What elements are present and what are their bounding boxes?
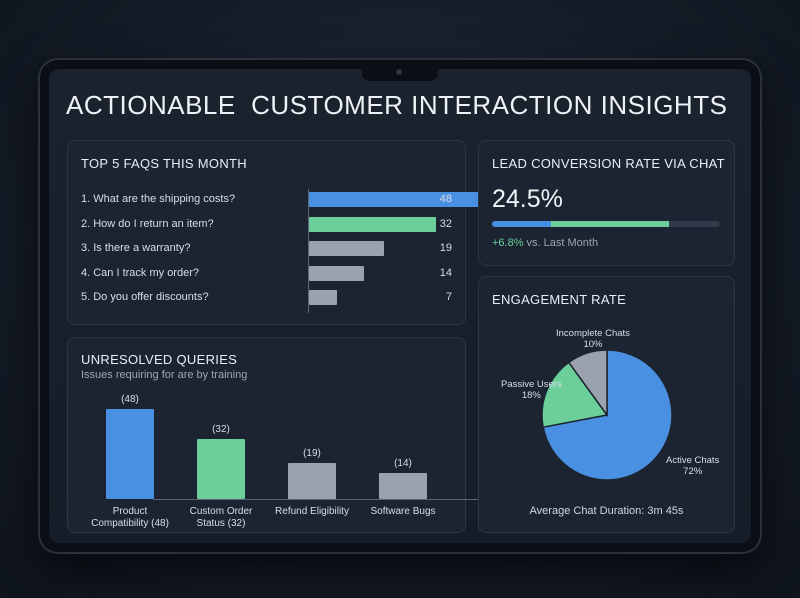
unresolved-bar	[197, 439, 245, 499]
faq-bar	[309, 241, 385, 256]
faq-card: TOP 5 FAQS THIS MONTH 1. What are the sh…	[67, 140, 499, 325]
pie-slice-percent: 72%	[683, 466, 703, 477]
pie-slice-name: Passive Users	[501, 379, 562, 390]
faq-item-label: 3. Is there a warranty?	[81, 242, 191, 254]
lead-progress-track	[492, 221, 720, 227]
unresolved-bar	[379, 472, 427, 499]
camera-icon	[396, 69, 402, 75]
lead-card-title: LEAD CONVERSION RATE VIA CHAT	[492, 156, 725, 171]
unresolved-bar-value: (19)	[303, 448, 321, 460]
engagement-card-title: ENGAGEMENT RATE	[492, 292, 627, 307]
unresolved-bar	[288, 463, 336, 499]
unresolved-bar-value: (32)	[212, 424, 230, 435]
lead-change-value: +6.8%	[492, 237, 524, 249]
faq-item-value: 7	[445, 291, 452, 303]
lead-conversion-card: LEAD CONVERSION RATE VIA CHAT 24.5% +6.8…	[478, 140, 735, 266]
faq-item-label: 5. Do you offer discounts?	[81, 291, 209, 303]
pie-slice-name: Incomplete Chats	[556, 328, 630, 339]
lead-change-text: +6.8% vs. Last Month	[492, 237, 598, 249]
pie-slice	[541, 361, 609, 429]
faq-item-value: 19	[439, 242, 452, 254]
faq-item-value: 32	[439, 217, 452, 230]
unresolved-queries-card: UNRESOLVED QUERIES Issues requiring for …	[67, 337, 517, 533]
lead-change-suffix: vs. Last Month	[523, 237, 599, 249]
faq-bar	[309, 265, 365, 281]
engagement-rate-card: ENGAGEMENT RATE Active Chats 72% Passive U…	[478, 276, 735, 533]
page-title: ACTIONABLE CUSTOMER INTERACTION INSIGHTS	[66, 90, 728, 120]
unresolved-baseline	[153, 499, 517, 500]
faq-card-title: TOP 5 FAQS THIS MONTH	[81, 156, 247, 171]
engagement-pie-chart	[541, 349, 673, 481]
unresolved-category-label: Refund Eligibility	[275, 506, 349, 517]
pie-slice	[567, 349, 608, 418]
pie-slice-label: Incomplete Chats 10%	[556, 328, 630, 350]
pie-slice-label: Active Chats 72%	[666, 455, 719, 477]
unresolved-category-label: Software Bugs	[370, 506, 436, 517]
faq-axis-line	[308, 189, 309, 313]
faq-item-label: 2. How do I return an item?	[81, 217, 214, 230]
unresolved-card-title: UNRESOLVED QUERIES	[81, 352, 238, 367]
unresolved-category-label: Custom Order Status (32)	[189, 506, 253, 529]
unresolved-bar-value: (14)	[394, 457, 412, 469]
pie-slice-name: Active Chats	[666, 455, 720, 466]
unresolved-bar-value: (48)	[121, 394, 139, 405]
lead-progress-fill-blue	[492, 221, 552, 227]
lead-progress-fill-green	[551, 221, 669, 227]
faq-bar	[309, 290, 337, 305]
avg-chat-duration: Average Chat Duration: 3m 45s	[529, 505, 684, 517]
unresolved-card-subtitle: Issues requiring for are by training	[81, 369, 248, 381]
pie-slice-label: Passive Users 18%	[501, 379, 562, 401]
unresolved-bar	[106, 409, 154, 499]
faq-item-value: 14	[439, 266, 452, 279]
faq-item-label: 1. What are the shipping costs?	[81, 193, 236, 205]
faq-bar	[309, 192, 499, 207]
faq-item-value: 48	[439, 193, 452, 205]
lead-conversion-value: 24.5%	[492, 185, 563, 213]
pie-slice-percent: 10%	[583, 339, 603, 350]
unresolved-category-label: Product Compatibility (48)	[91, 506, 169, 529]
pie-slice-percent: 18%	[521, 390, 541, 401]
faq-bar	[309, 216, 436, 232]
faq-item-label: 4. Can I track my order?	[81, 266, 199, 279]
